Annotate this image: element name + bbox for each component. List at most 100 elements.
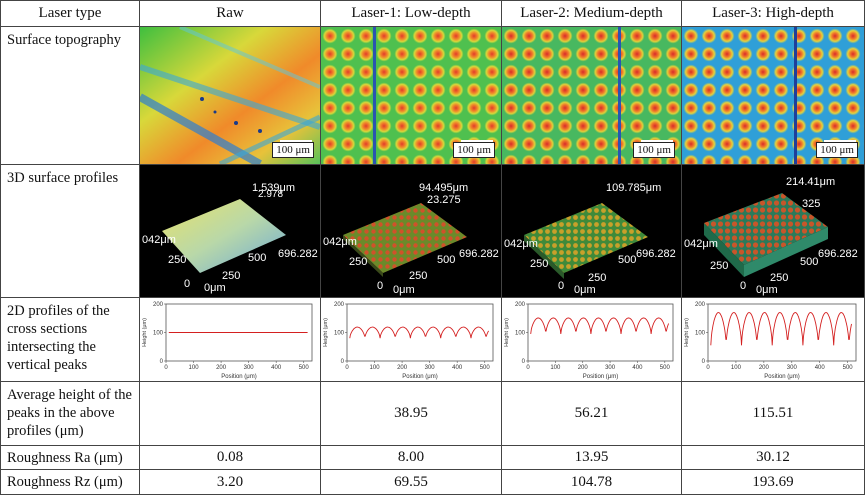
x-mid-label: 500: [437, 254, 455, 266]
profile3d-raw: 1.539μm 2.978 042μm 250 696.282 500 250 …: [140, 165, 321, 298]
scale-bar-line: [280, 140, 312, 142]
scale-bar-label: 100 μm: [816, 142, 858, 158]
rz-raw: 3.20: [140, 470, 321, 495]
x-near-label: 250: [409, 270, 427, 282]
x-mid-label: 500: [618, 254, 636, 266]
row-label-2d-profiles: 2D profiles of the cross sections inters…: [0, 298, 140, 382]
y-axis-label: Height (μm): [323, 318, 329, 347]
y-tick-label: 100: [695, 331, 706, 337]
x-tick-label: 500: [299, 365, 310, 371]
profile-line: [530, 317, 670, 334]
x-tick-label: 500: [660, 365, 671, 371]
x-near-label: 250: [588, 272, 606, 284]
x-tick-label: 200: [578, 365, 589, 371]
y-mid-label: 250: [530, 258, 548, 270]
row-label-ra: Roughness Ra (μm): [0, 446, 140, 470]
x-far-label: 696.282: [278, 248, 318, 260]
row-label-text: Roughness Ra (μm): [7, 450, 123, 466]
row-label-text: 2D profiles of the cross sections inters…: [7, 303, 110, 373]
y-tick-label: 100: [334, 331, 345, 337]
cell-value: 69.55: [394, 473, 428, 490]
x-tick-label: 300: [787, 365, 798, 371]
profile2d-laser-3-chart: 0 100 200 300 400 500 0 100 200 Position (μm) Heig…: [684, 302, 857, 380]
topography-laser-2: 100 μm: [502, 27, 682, 165]
plot-frame: [346, 303, 494, 362]
x-tick-label: 200: [216, 365, 227, 371]
y-tick-label: 200: [695, 302, 706, 308]
row-label-text: Roughness Rz (μm): [7, 474, 123, 490]
profile2d-raw: 0 100 200 300 400 500 0 100 200 Position (μm) Heig…: [140, 298, 321, 382]
topography-raw: 100 μm: [140, 27, 321, 165]
scale-bar-line: [824, 140, 856, 142]
x-tick-label: 400: [632, 365, 643, 371]
x-tick-label: 300: [244, 365, 255, 371]
header-laser-type: Laser type: [0, 0, 140, 27]
y-far-label: 042μm: [323, 236, 357, 248]
scale-bar-label: 100 μm: [633, 142, 675, 158]
y-axis-label: Height (μm): [504, 318, 510, 347]
origin-label: 0: [558, 280, 564, 292]
y-axis-label: Height (μm): [684, 318, 690, 347]
x-tick-label: 100: [731, 365, 742, 371]
y-far-label: 042μm: [684, 238, 718, 250]
scale-bar-label: 100 μm: [453, 142, 495, 158]
profile3d-laser-1-plot: 94.495μm 23.275 042μm 250 696.282 500 25…: [323, 182, 499, 296]
profile2d-raw-chart: 0 100 200 300 400 500 0 100 200 Position (μm) Heig…: [142, 302, 313, 380]
y-tick-label: 0: [702, 359, 706, 365]
z-sub-label: 23.275: [427, 194, 461, 206]
x-tick-label: 200: [759, 365, 770, 371]
y-tick-label: 200: [515, 302, 526, 308]
topography-laser-1: 100 μm: [321, 27, 502, 165]
x-far-label: 696.282: [636, 248, 676, 260]
row-label-rz: Roughness Rz (μm): [0, 470, 140, 495]
cell-value: 193.69: [752, 473, 794, 490]
plot-frame: [707, 303, 857, 362]
topography-raw-image: [140, 27, 320, 164]
scale-bar-line: [641, 140, 673, 142]
header-text: Laser-2: Medium-depth: [520, 5, 663, 21]
ra-raw: 0.08: [140, 446, 321, 470]
x-tick-label: 0: [164, 365, 168, 371]
z-sub-label: 2.978: [258, 189, 283, 200]
x-axis-label: Position (μm): [402, 374, 437, 380]
y-mid-label: 250: [710, 260, 728, 272]
cell-value: 0.08: [216, 449, 244, 465]
rz-laser-2: 104.78: [502, 470, 682, 495]
z-top-label: 1.539μm: [252, 182, 295, 194]
z-top-label: 94.495μm: [419, 182, 468, 194]
topography-laser-3: 100 μm: [682, 27, 865, 165]
y-tick-label: 200: [334, 302, 345, 308]
x-axis-label: Position (μm): [764, 374, 799, 380]
x-tick-label: 100: [550, 365, 561, 371]
y-tick-label: 200: [153, 302, 164, 308]
zero-label: 0μm: [756, 284, 778, 296]
z-top-label: 214.41μm: [786, 176, 835, 188]
avg-height-laser-3: 115.51: [682, 382, 865, 446]
ra-laser-3: 30.12: [682, 446, 865, 470]
y-far-label: 042μm: [504, 238, 538, 250]
y-tick-label: 100: [153, 331, 164, 337]
x-far-label: 696.282: [459, 248, 499, 260]
row-label-3d-profiles: 3D surface profiles: [0, 165, 140, 298]
x-tick-label: 0: [706, 365, 710, 371]
x-far-label: 696.282: [818, 248, 858, 260]
x-tick-label: 400: [452, 365, 463, 371]
x-tick-label: 100: [189, 365, 200, 371]
cell-value: 13.95: [574, 449, 609, 465]
avg-height-laser-1: 38.95: [321, 382, 502, 446]
profile3d-laser-3-plot: 214.41μm 325 042μm 250 696.282 500 250 0…: [684, 176, 858, 296]
header-text: Laser type: [38, 5, 102, 21]
profile2d-laser-1: 0 100 200 300 400 500 0 100 200 Position (μm) Heig…: [321, 298, 502, 382]
scale-bar-label: 100 μm: [272, 142, 314, 158]
header-laser-1: Laser-1: Low-depth: [321, 0, 502, 27]
profile3d-laser-2-plot: 109.785μm 042μm 250 696.282 500 250 0μm …: [504, 182, 676, 296]
y-tick-label: 100: [515, 331, 526, 337]
avg-height-raw: [140, 382, 321, 446]
origin-label: 0: [184, 278, 190, 290]
profile3d-raw-plot: 1.539μm 2.978 042μm 250 696.282 500 250 …: [142, 182, 318, 294]
cell-value: 30.12: [756, 449, 790, 465]
origin-label: 0: [377, 280, 383, 292]
profile-line: [710, 312, 852, 346]
y-tick-label: 0: [522, 359, 526, 365]
y-axis-label: Height (μm): [142, 318, 148, 347]
